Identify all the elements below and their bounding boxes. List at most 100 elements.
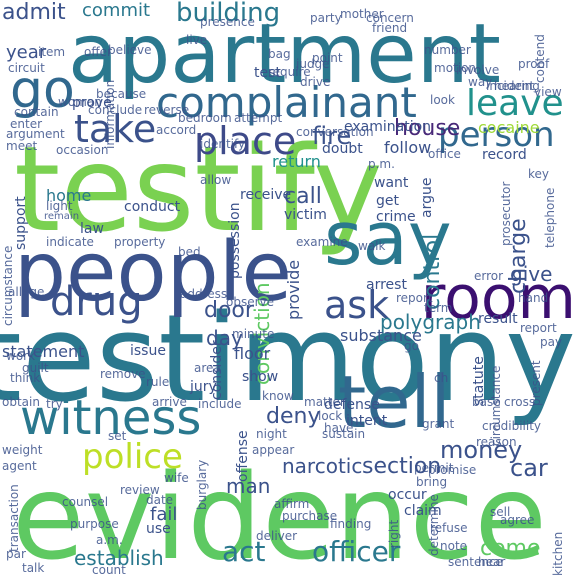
word-deliver: deliver [256, 529, 298, 543]
word-view: view [534, 85, 562, 99]
word-officer: officer [312, 535, 401, 568]
word-meet: meet [6, 139, 38, 153]
word-try: try [46, 397, 63, 411]
word-reverse: reverse [144, 103, 190, 117]
word-hear: hear [478, 555, 506, 569]
word-judge: judge [296, 57, 330, 71]
word-money: money [440, 436, 523, 464]
word-affirm: affirm [274, 497, 310, 511]
word-night: night [256, 427, 287, 441]
word-say: say [324, 196, 452, 282]
word-call: call [284, 184, 322, 209]
word-live: live [186, 33, 208, 47]
word-substance: substance [340, 326, 422, 345]
word-floor: floor [234, 344, 271, 363]
word-area: area [194, 361, 221, 375]
word-man: man [226, 474, 271, 498]
word-party: party [310, 11, 342, 25]
word-allow: allow [200, 173, 232, 187]
word-people: people [14, 225, 292, 320]
word-permit: permit [414, 461, 454, 475]
word-sentence: sentence [448, 555, 503, 569]
word-require: require [268, 65, 311, 79]
word-cocaine: cocaine [478, 118, 540, 137]
word-purpose: purpose [70, 517, 119, 531]
word-burglary: burglary [195, 460, 209, 511]
word-establish: establish [74, 546, 164, 570]
word-woman: woman [58, 95, 102, 109]
word-follow: follow [384, 138, 432, 157]
word-review: review [120, 483, 160, 497]
word-victim: victim [284, 207, 327, 223]
word-walk: walk [358, 239, 386, 253]
word-remain: remain [44, 211, 80, 222]
word-examination: examination [344, 119, 432, 135]
word-arrest: arrest [366, 277, 407, 293]
word-bed: bed [178, 245, 201, 259]
word-hand: hand [518, 291, 549, 305]
word-narcotic: narcotic [282, 454, 363, 478]
word-examine: examine [296, 235, 348, 249]
word-fail: fail [150, 504, 178, 525]
word-p-m-: p.m. [368, 157, 395, 171]
word-sell: sell [490, 505, 511, 519]
word-occur: occur [388, 487, 427, 503]
word-accord: accord [156, 123, 197, 137]
word-crime: crime [376, 209, 416, 225]
word-result: result [478, 311, 518, 327]
word-look: look [430, 93, 455, 107]
word-circumstance: circumstance [489, 366, 503, 447]
word-agree: agree [500, 513, 535, 527]
word-presence: presence [200, 15, 255, 29]
word-way: way [468, 75, 493, 89]
word-apartment: apartment [68, 7, 501, 102]
word-guilt: guilt [22, 361, 49, 375]
word-law: law [80, 221, 104, 237]
word-telephone: telephone [543, 188, 557, 249]
word-give: give [510, 262, 553, 286]
word-agent: agent [2, 459, 37, 473]
word-rule: rule [146, 375, 170, 389]
word-count: count [92, 563, 126, 576]
word-right: right [387, 520, 401, 549]
word-argue: argue [419, 178, 435, 219]
word-term: term [424, 301, 453, 315]
word-prove: prove [72, 95, 112, 111]
word-matter: matter [304, 395, 345, 409]
word-counsel: counsel [62, 495, 109, 509]
word-drive: drive [300, 75, 331, 89]
word-show: show [242, 369, 279, 385]
word-contain: contain [14, 105, 59, 119]
word-believe: believe [108, 43, 152, 57]
word-bedroom: bedroom [178, 111, 232, 125]
word-proof: proof [518, 57, 550, 71]
word-address: address [180, 287, 228, 301]
word-office: office [428, 147, 461, 161]
word-ch: ch [434, 371, 449, 385]
word-ask: ask [324, 283, 390, 327]
word-doubt: doubt [322, 141, 363, 157]
word-concern: concern [366, 11, 414, 25]
word-testimony: testimony [0, 290, 576, 429]
word-report: report [396, 291, 433, 305]
word-test: test [254, 65, 281, 81]
word-tell: tell [338, 360, 451, 444]
word-property: property [114, 235, 166, 249]
word-commit: commit [82, 0, 151, 21]
word-issue: issue [130, 343, 166, 359]
word-home: home [46, 186, 92, 205]
word-error: error [474, 269, 504, 283]
word-leave: leave [466, 83, 564, 124]
word-obtain: obtain [2, 395, 40, 409]
word-number: number [424, 43, 471, 57]
word-argument: argument [6, 127, 65, 141]
word-incident: incident [486, 79, 535, 93]
word-come: come [480, 536, 541, 561]
word-base: base [472, 395, 501, 409]
word-attempt: attempt [234, 111, 283, 125]
word-reason: reason [476, 435, 517, 449]
word-go: go [10, 60, 75, 120]
word-use: use [146, 521, 171, 537]
word-take: take [74, 107, 157, 151]
